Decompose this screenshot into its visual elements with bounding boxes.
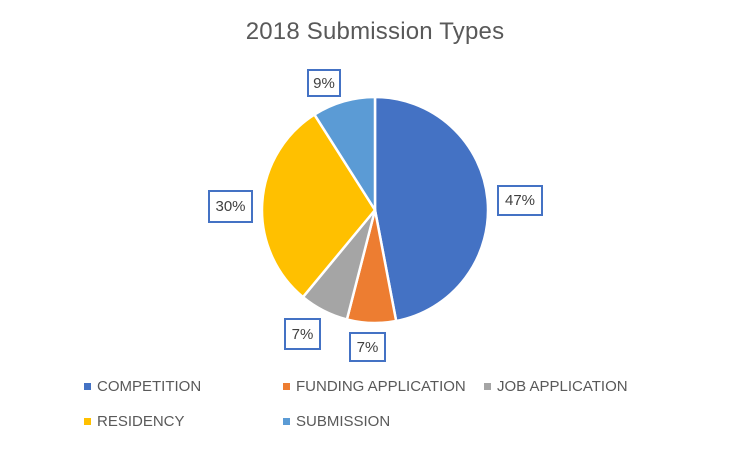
pie-slice-competition[interactable] bbox=[373, 95, 490, 323]
legend-label-job-application: JOB APPLICATION bbox=[497, 378, 628, 395]
pie-slice-submission[interactable] bbox=[313, 95, 377, 212]
legend-marker-residency bbox=[84, 418, 91, 425]
legend-label-submission: SUBMISSION bbox=[296, 413, 391, 430]
legend-marker-funding-application bbox=[283, 383, 290, 390]
legend-item-job-application[interactable]: JOB APPLICATION bbox=[484, 378, 628, 395]
legend-label-competition: COMPETITION bbox=[97, 378, 202, 395]
legend-item-submission[interactable]: SUBMISSION bbox=[283, 413, 390, 430]
data-label-submission: 9% bbox=[307, 69, 341, 97]
legend-marker-competition bbox=[84, 383, 91, 390]
legend-item-competition[interactable]: COMPETITION bbox=[84, 378, 201, 395]
data-label-job-application: 7% bbox=[284, 318, 321, 350]
chart-title: 2018 Submission Types bbox=[245, 18, 505, 45]
legend-label-residency: RESIDENCY bbox=[97, 413, 185, 430]
data-label-funding-application: 7% bbox=[349, 332, 386, 362]
legend-item-residency[interactable]: RESIDENCY bbox=[84, 413, 185, 430]
pie-slice-residency[interactable] bbox=[260, 113, 377, 299]
data-label-competition: 47% bbox=[497, 185, 543, 216]
legend-label-funding-application: FUNDING APPLICATION bbox=[296, 378, 466, 395]
data-label-residency: 30% bbox=[208, 190, 253, 223]
legend-item-funding-application[interactable]: FUNDING APPLICATION bbox=[283, 378, 466, 395]
legend-marker-job-application bbox=[484, 383, 491, 390]
legend-marker-submission bbox=[283, 418, 290, 425]
